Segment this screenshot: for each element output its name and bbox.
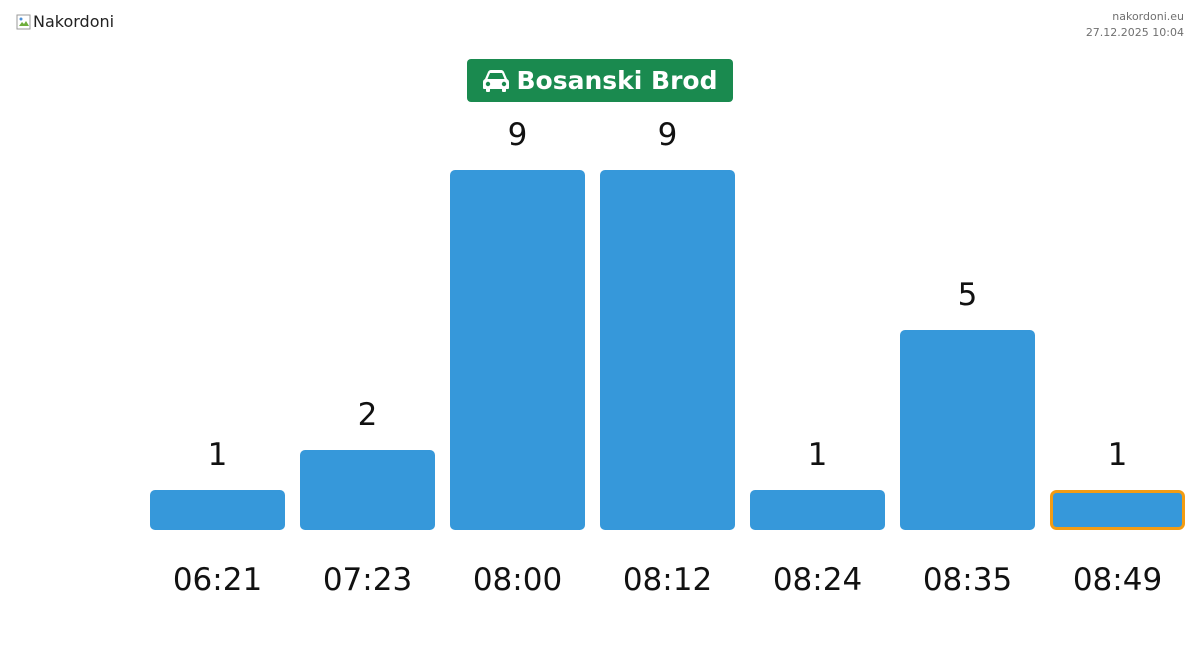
site-name: nakordoni.eu (1112, 10, 1184, 23)
broken-image-icon (16, 14, 32, 30)
value-label: 5 (958, 277, 978, 313)
chart-title-badge: Bosanski Brod (467, 59, 733, 102)
value-label: 9 (658, 117, 678, 153)
bar-0824 (750, 490, 885, 530)
x-tick-label: 08:00 (473, 562, 562, 598)
x-tick-label: 08:49 (1073, 562, 1162, 598)
value-label: 1 (208, 437, 228, 473)
bar-0849 (1050, 490, 1185, 530)
bar-0723 (300, 450, 435, 530)
bar-0621 (150, 490, 285, 530)
value-label: 1 (808, 437, 828, 473)
x-tick-label: 07:23 (323, 562, 412, 598)
site-info: nakordoni.eu 27.12.2025 10:04 (1086, 9, 1184, 41)
bar-0800 (450, 170, 585, 530)
logo-alt-text: Nakordoni (33, 12, 115, 31)
value-label: 9 (508, 117, 528, 153)
x-tick-label: 06:21 (173, 562, 262, 598)
logo[interactable]: Nakordoni (16, 12, 114, 31)
chart-title: Bosanski Brod (516, 66, 718, 95)
x-tick-label: 08:35 (923, 562, 1012, 598)
bar-0812 (600, 170, 735, 530)
x-tick-label: 08:24 (773, 562, 862, 598)
value-label: 2 (358, 397, 378, 433)
car-icon (482, 69, 510, 93)
value-label: 1 (1108, 437, 1128, 473)
timestamp: 27.12.2025 10:04 (1085, 26, 1184, 39)
bar-0835 (900, 330, 1035, 530)
x-tick-label: 08:12 (623, 562, 712, 598)
